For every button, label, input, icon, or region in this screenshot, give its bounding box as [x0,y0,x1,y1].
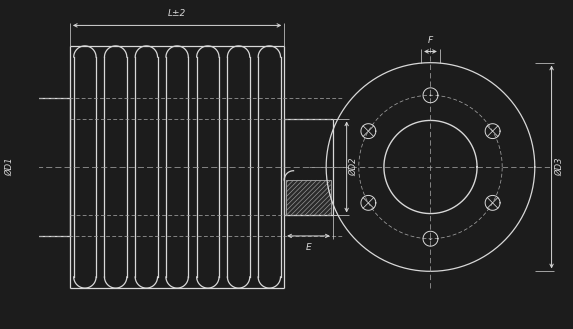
Text: L±2: L±2 [168,9,186,18]
Text: E: E [305,243,311,252]
Text: ØD1: ØD1 [5,158,14,176]
Text: F: F [428,36,433,45]
Text: ØD2: ØD2 [350,158,359,176]
Text: ØD3: ØD3 [555,158,564,176]
Polygon shape [286,180,331,215]
